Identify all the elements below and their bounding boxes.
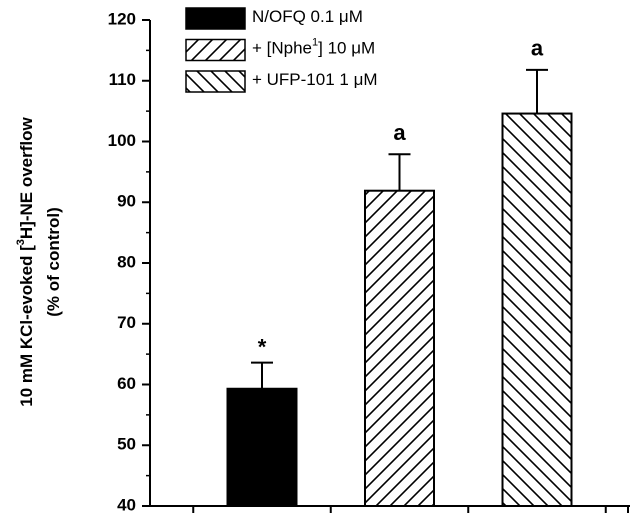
legend-label: + [Nphe1] 10 μM bbox=[252, 36, 375, 58]
y-tick-label: 90 bbox=[117, 192, 136, 211]
y-tick-label: 100 bbox=[108, 131, 136, 150]
label-part: + UFP-101 1 μM bbox=[252, 70, 378, 89]
legend-label: N/OFQ 0.1 μM bbox=[252, 7, 363, 26]
annotation: a bbox=[531, 36, 544, 61]
label-part: N/OFQ 0.1 μM bbox=[252, 7, 363, 26]
bar bbox=[501, 112, 573, 508]
legend-label: + UFP-101 1 μM bbox=[252, 70, 378, 89]
annotation: a bbox=[393, 120, 406, 145]
bar bbox=[226, 387, 298, 507]
label-part: (% of control) bbox=[44, 207, 63, 317]
label-part: ] 10 μM bbox=[318, 39, 375, 58]
y-tick-label: 120 bbox=[108, 9, 136, 28]
legend-swatch bbox=[185, 7, 246, 30]
bar bbox=[364, 189, 435, 508]
legend-swatch bbox=[185, 70, 246, 93]
superscript: 3 bbox=[15, 239, 27, 245]
y-tick-label: 40 bbox=[117, 495, 136, 514]
superscript: 1 bbox=[312, 36, 318, 48]
y-tick-label: 110 bbox=[109, 70, 136, 89]
y-tick-label: 80 bbox=[117, 252, 136, 271]
y-tick-label: 60 bbox=[117, 374, 136, 393]
annotation: * bbox=[258, 334, 267, 359]
label-part: + [Nphe bbox=[252, 39, 312, 58]
label-part: 10 mM KCl-evoked [ bbox=[17, 245, 36, 407]
y-tick-label: 50 bbox=[117, 435, 136, 454]
y-axis-label: (% of control) bbox=[44, 207, 63, 317]
y-axis-label: 10 mM KCl-evoked [3H]-NE overflow bbox=[15, 116, 37, 406]
legend-swatch bbox=[185, 38, 246, 62]
label-part: H]-NE overflow bbox=[17, 116, 36, 239]
y-tick-label: 70 bbox=[117, 313, 136, 332]
